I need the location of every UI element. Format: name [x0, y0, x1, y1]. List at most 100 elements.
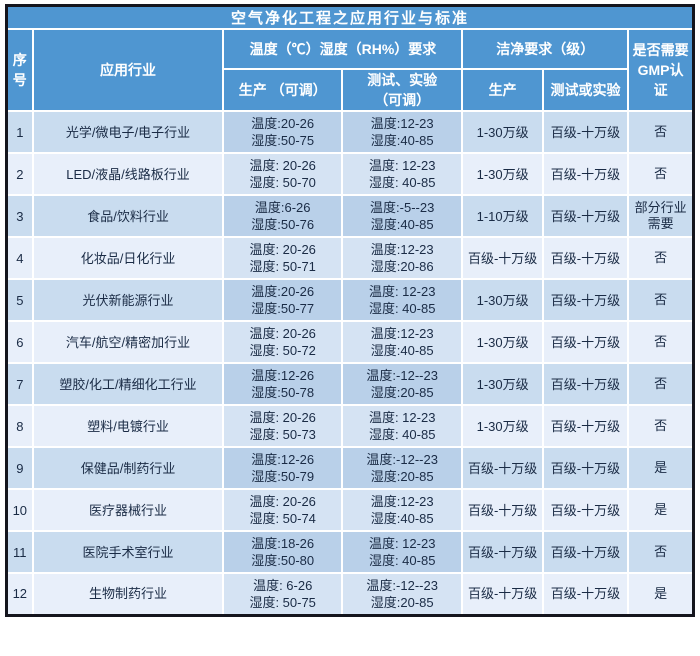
gmp-header-line2: GMP认证	[637, 62, 684, 98]
industry-name: 汽车/航空/精密加行业	[31, 320, 225, 364]
test-humidity-line: 湿度:20-85	[370, 469, 434, 484]
production-temp-humidity-cell: 温度: 20-26 湿度: 50-72	[222, 320, 343, 364]
cleanliness-test-cell: 百级-十万级	[541, 194, 630, 238]
cleanliness-test-cell: 百级-十万级	[541, 110, 630, 154]
test-temperature-line: 温度: 12-23	[368, 536, 436, 551]
gmp-required-cell: 是	[627, 572, 695, 616]
cleanliness-test-cell: 百级-十万级	[541, 488, 630, 532]
test-temperature-line: 温度: 12-23	[368, 158, 436, 173]
production-temperature-line: 温度: 20-26	[249, 326, 316, 341]
cleanliness-test-cell: 百级-十万级	[541, 152, 630, 196]
gmp-required-cell: 否	[627, 278, 695, 322]
production-temp-humidity-cell: 温度:20-26 湿度:50-77	[222, 278, 343, 322]
cleanliness-test-cell: 百级-十万级	[541, 572, 630, 616]
test-humidity-line: 湿度:40-85	[370, 343, 434, 358]
row-index: 4	[5, 236, 34, 280]
cleanliness-production-cell: 百级-十万级	[461, 446, 544, 490]
row-index: 5	[5, 278, 34, 322]
test-humidity-line: 湿度: 40-85	[368, 553, 436, 568]
temp-test-header-line1: 测试、实验	[367, 72, 438, 88]
cleanliness-production-cell: 1-30万级	[461, 278, 544, 322]
header-row-subcolumns: 生产 （可调） 测试、实验 （可调） 生产 测试或实验	[7, 68, 694, 112]
cleanliness-production-cell: 1-30万级	[461, 404, 544, 448]
gmp-header-line1: 是否需要	[632, 42, 689, 58]
row-index: 12	[5, 572, 34, 616]
table-row: 9 保健品/制药行业 温度:12-26 湿度:50-79 温度:-12--23 湿度…	[5, 446, 695, 490]
table-row: 5 光伏新能源行业 温度:20-26 湿度:50-77 温度: 12-23 湿度: …	[5, 278, 695, 322]
production-temperature-line: 温度:12-26	[251, 452, 315, 467]
production-temperature-line: 温度:12-26	[251, 368, 315, 383]
test-temp-humidity-cell: 温度:12-23 湿度:40-85	[340, 110, 464, 154]
col-header-temp-production: 生产 （可调）	[222, 68, 343, 112]
gmp-required-cell: 否	[627, 110, 695, 154]
production-humidity-line: 湿度: 50-70	[249, 175, 316, 190]
cleanliness-test-cell: 百级-十万级	[541, 404, 630, 448]
production-humidity-line: 湿度: 50-73	[249, 427, 316, 442]
gmp-required-cell: 否	[627, 404, 695, 448]
production-temp-humidity-cell: 温度:6-26 湿度:50-76	[222, 194, 343, 238]
row-index: 9	[5, 446, 34, 490]
table-row: 7 塑胶/化工/精细化工行业 温度:12-26 湿度:50-78 温度:-12--…	[5, 362, 695, 406]
test-temperature-line: 温度:12-23	[370, 242, 434, 257]
production-humidity-line: 湿度: 50-72	[249, 343, 316, 358]
industry-name: 医院手术室行业	[31, 530, 225, 574]
production-humidity-line: 湿度: 50-71	[249, 259, 316, 274]
table-row: 1 光学/微电子/电子行业 温度:20-26 湿度:50-75 温度:12-23 湿…	[5, 110, 695, 154]
test-humidity-line: 湿度: 40-85	[368, 427, 436, 442]
production-humidity-line: 湿度:50-75	[251, 133, 315, 148]
test-temperature-line: 温度:-5--23	[370, 200, 435, 215]
table-row: 8 塑料/电镀行业 温度: 20-26 湿度: 50-73 温度: 12-23 湿度…	[5, 404, 695, 448]
cleanliness-test-cell: 百级-十万级	[541, 530, 630, 574]
test-temp-humidity-cell: 温度:-5--23 湿度:40-85	[340, 194, 464, 238]
table-header: 空气净化工程之应用行业与标准 序号 应用行业 温度（℃）湿度（RH%）要求 洁净…	[5, 4, 695, 112]
production-temp-humidity-cell: 温度: 20-26 湿度: 50-71	[222, 236, 343, 280]
cleanliness-test-cell: 百级-十万级	[541, 320, 630, 364]
test-temperature-line: 温度:-12--23	[366, 577, 438, 593]
production-temperature-line: 温度: 20-26	[249, 494, 316, 509]
test-temperature-line: 温度:-12--23	[366, 368, 438, 383]
industry-standards-table: 空气净化工程之应用行业与标准 序号 应用行业 温度（℃）湿度（RH%）要求 洁净…	[5, 4, 695, 617]
table-row: 10 医疗器械行业 温度: 20-26 湿度: 50-74 温度:12-23 湿度:…	[5, 488, 695, 532]
production-temp-humidity-cell: 温度:18-26 湿度:50-80	[222, 530, 343, 574]
production-humidity-line: 湿度:50-80	[251, 553, 315, 568]
cleanliness-production-cell: 1-30万级	[461, 152, 544, 196]
test-temperature-line: 温度:12-23	[370, 494, 434, 509]
test-temp-humidity-cell: 温度:-12--23 湿度:20-85	[340, 446, 464, 490]
row-index: 6	[5, 320, 34, 364]
row-index: 2	[5, 152, 34, 196]
cleanliness-production-cell: 1-30万级	[461, 110, 544, 154]
title-row: 空气净化工程之应用行业与标准	[5, 4, 695, 30]
col-header-cleanliness-group: 洁净要求（级）	[461, 28, 630, 70]
production-temp-humidity-cell: 温度: 20-26 湿度: 50-73	[222, 404, 343, 448]
test-humidity-line: 湿度: 40-85	[368, 175, 436, 190]
test-humidity-line: 湿度:20-85	[370, 385, 434, 400]
gmp-required-cell: 部分行业需要	[627, 194, 695, 238]
cleanliness-production-cell: 百级-十万级	[461, 572, 544, 616]
row-index: 8	[5, 404, 34, 448]
gmp-required-cell: 是	[627, 488, 695, 532]
test-temp-humidity-cell: 温度: 12-23 湿度: 40-85	[340, 404, 464, 448]
industry-name: LED/液晶/线路板行业	[31, 152, 225, 196]
gmp-required-cell: 否	[627, 530, 695, 574]
row-index: 1	[5, 110, 34, 154]
cleanliness-production-cell: 百级-十万级	[461, 488, 544, 532]
test-temp-humidity-cell: 温度: 12-23 湿度: 40-85	[340, 278, 464, 322]
production-temperature-line: 温度:20-26	[251, 116, 315, 131]
table-row: 4 化妆品/日化行业 温度: 20-26 湿度: 50-71 温度:12-23 湿度…	[5, 236, 695, 280]
industry-name: 塑料/电镀行业	[31, 404, 225, 448]
gmp-required-cell: 否	[627, 236, 695, 280]
test-temperature-line: 温度: 12-23	[368, 284, 436, 299]
industry-name: 保健品/制药行业	[31, 446, 225, 490]
col-header-clean-production: 生产	[461, 68, 544, 112]
production-humidity-line: 湿度:50-79	[251, 469, 315, 484]
col-header-gmp: 是否需要 GMP认证	[627, 28, 695, 112]
table-frame: 空气净化工程之应用行业与标准 序号 应用行业 温度（℃）湿度（RH%）要求 洁净…	[5, 4, 695, 617]
table-title: 空气净化工程之应用行业与标准	[5, 4, 695, 30]
industry-name: 化妆品/日化行业	[31, 236, 225, 280]
production-humidity-line: 湿度: 50-75	[249, 594, 316, 610]
table-row: 3 食品/饮料行业 温度:6-26 湿度:50-76 温度:-5--23 湿度:40…	[5, 194, 695, 238]
test-temperature-line: 温度:12-23	[370, 116, 434, 131]
gmp-required-cell: 是	[627, 446, 695, 490]
production-temperature-line: 温度:18-26	[251, 536, 315, 551]
production-temp-humidity-cell: 温度:12-26 湿度:50-79	[222, 446, 343, 490]
